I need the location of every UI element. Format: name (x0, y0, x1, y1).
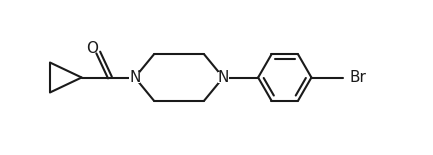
Text: O: O (87, 41, 98, 56)
FancyBboxPatch shape (218, 72, 229, 83)
Text: N: N (217, 70, 229, 85)
FancyBboxPatch shape (129, 72, 140, 83)
Text: Br: Br (349, 70, 366, 85)
Text: N: N (129, 70, 141, 85)
